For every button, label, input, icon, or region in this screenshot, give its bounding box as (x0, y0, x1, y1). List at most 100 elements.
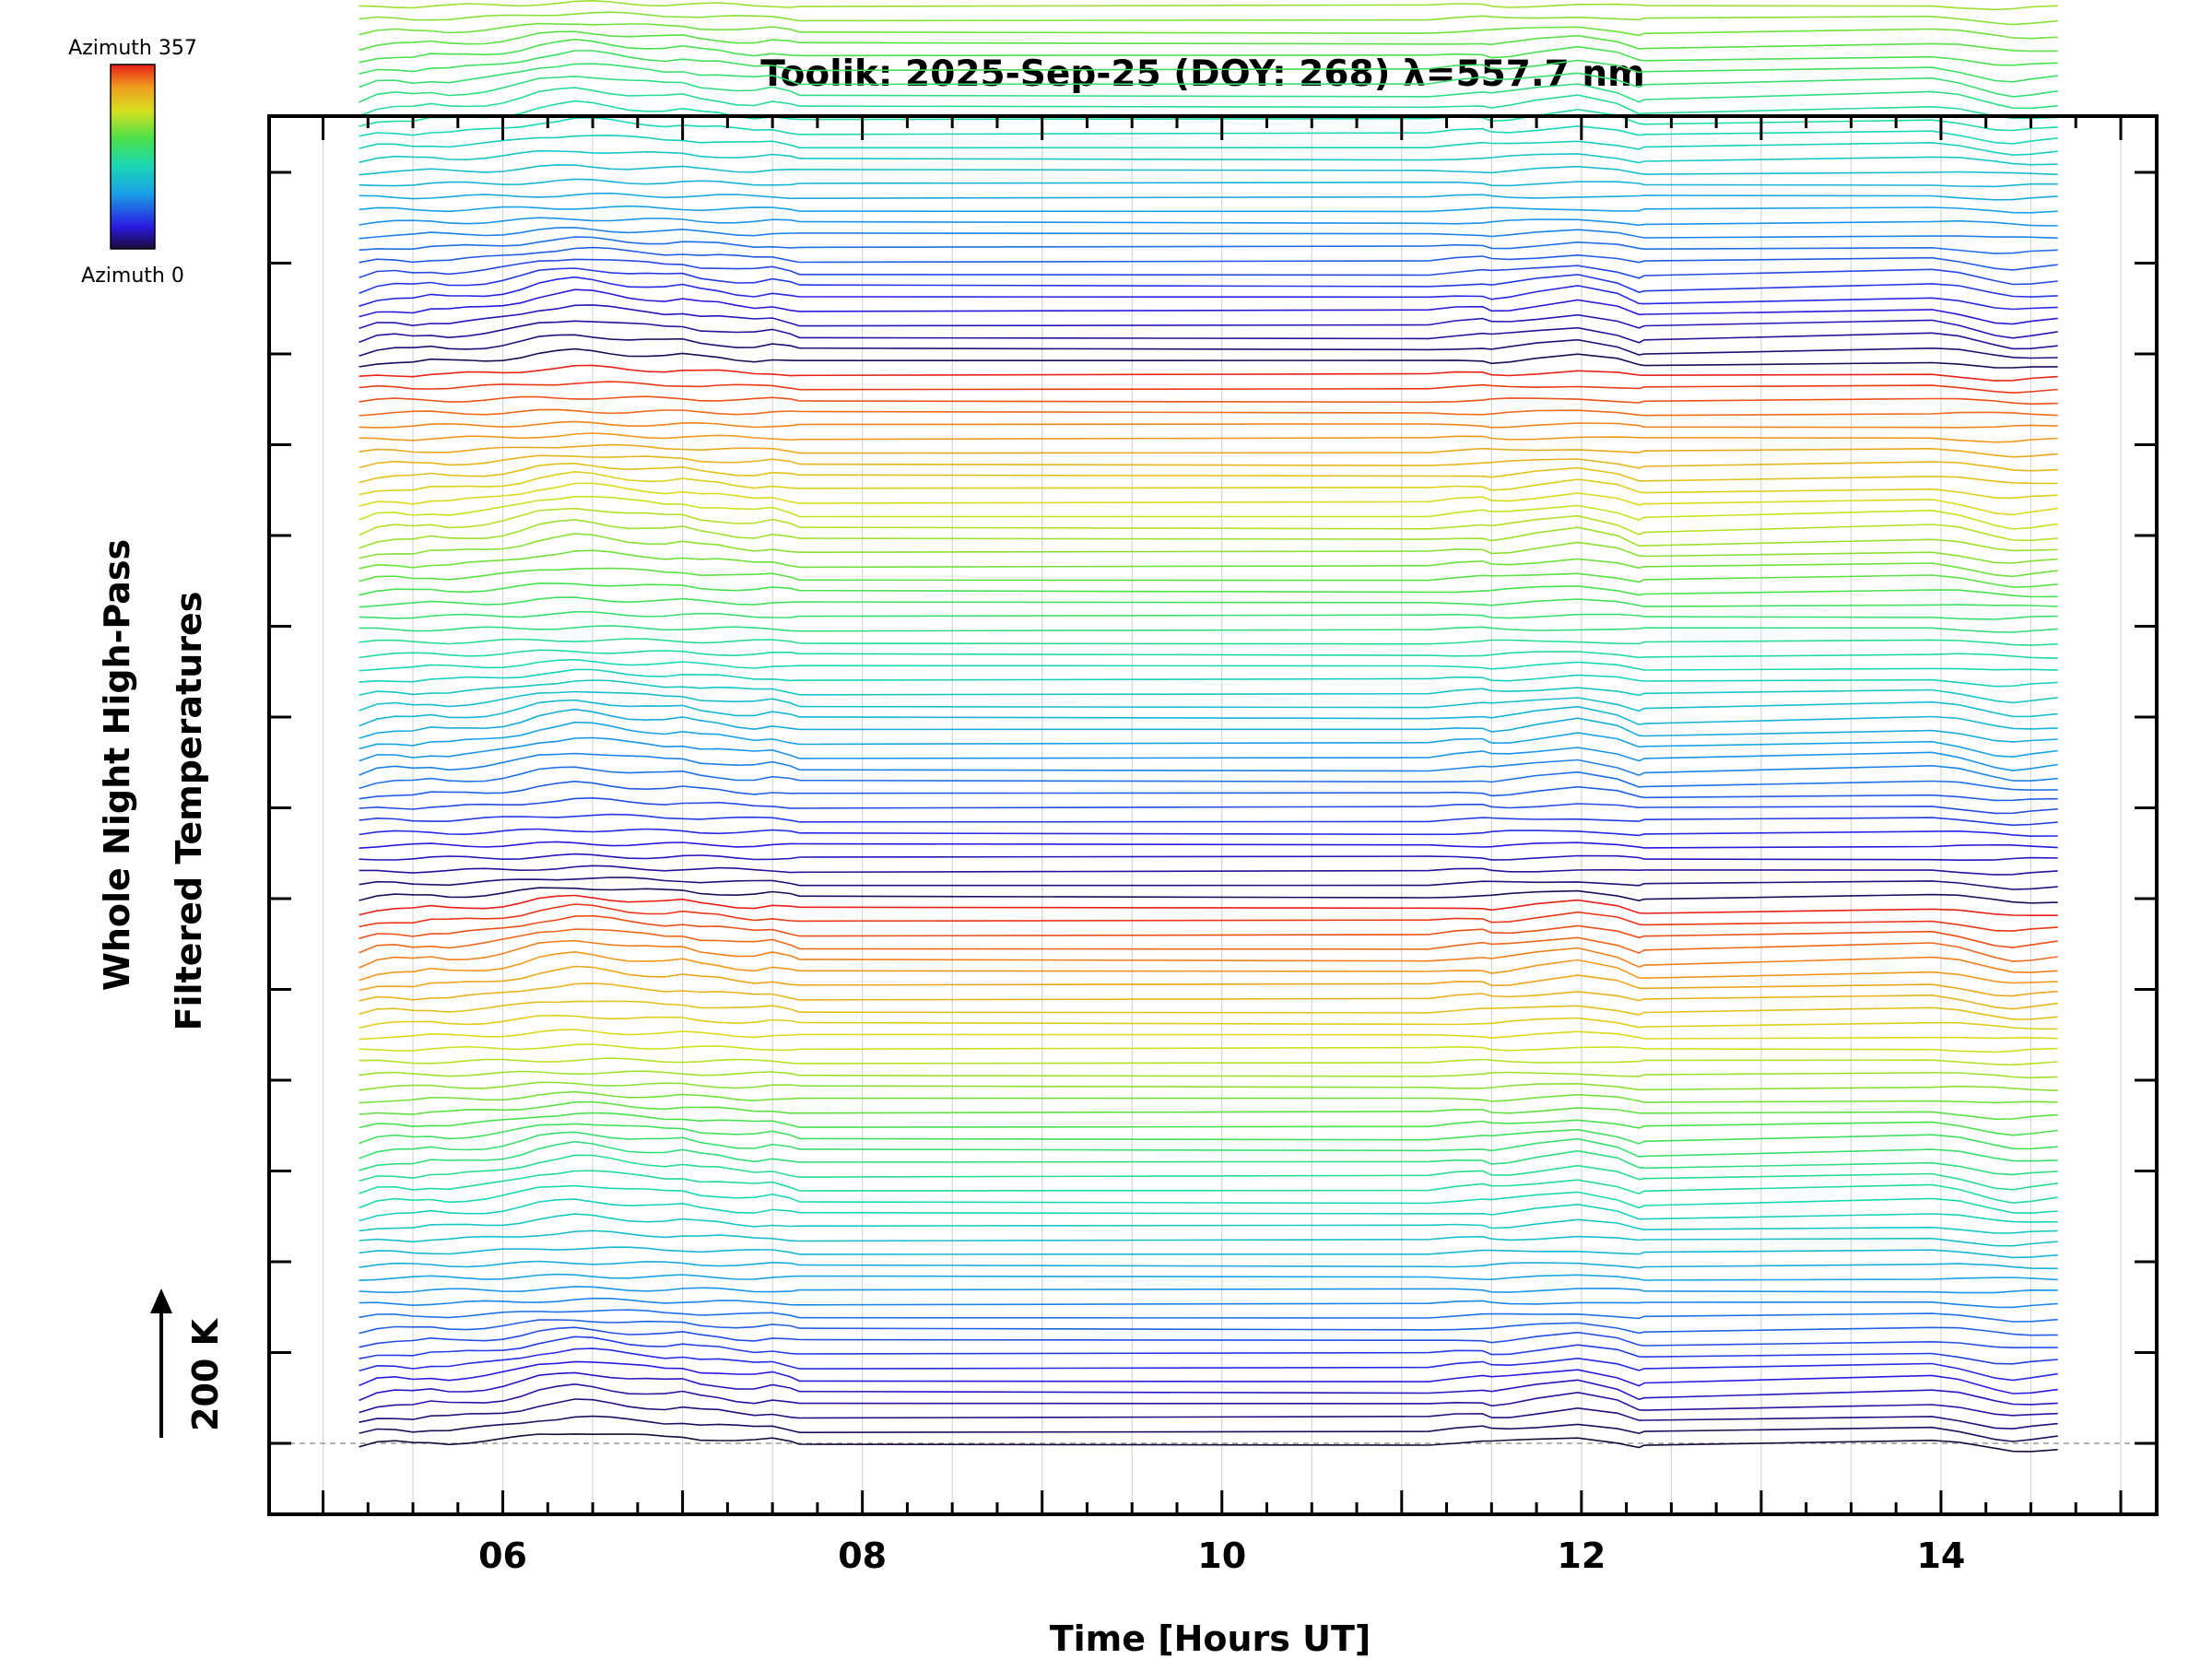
series-line-31 (359, 1043, 2058, 1053)
series-line-35 (359, 982, 2058, 1010)
series-line-67 (359, 582, 2058, 598)
series-line-57 (359, 699, 2058, 730)
x-axis-label: Time [Hours UT] (1050, 1618, 1371, 1659)
series-line-24 (359, 1123, 2058, 1150)
series-line-68 (359, 567, 2058, 588)
series-line-51 (359, 780, 2058, 802)
series-line-94 (359, 236, 2058, 254)
series-line-52 (359, 766, 2058, 792)
series-line-88 (359, 304, 2058, 339)
series-line-93 (359, 246, 2058, 271)
series-line-23 (359, 1131, 2058, 1162)
y-axis-label-line2: Filtered Temperatures (169, 592, 209, 1031)
x-tick-label: 06 (478, 1535, 527, 1576)
x-tick-labels: 06 08 10 12 14 (478, 1535, 1965, 1576)
series-line-17 (359, 1213, 2058, 1234)
series-line-99 (359, 178, 2058, 188)
series-line-95 (359, 227, 2058, 240)
series-line-61 (359, 658, 2058, 672)
series-line-75 (359, 470, 2058, 500)
series-line-3 (359, 1382, 2058, 1417)
x-tick-label: 14 (1916, 1535, 1965, 1576)
series-line-112 (359, 11, 2058, 26)
series-line-63 (359, 638, 2058, 646)
series-line-27 (359, 1090, 2058, 1104)
x-tick-label: 12 (1557, 1535, 1606, 1576)
series-line-73 (359, 495, 2058, 530)
series-line-40 (359, 914, 2058, 948)
series-line-46 (359, 853, 2058, 862)
series-line-59 (359, 679, 2058, 704)
series-line-110 (359, 30, 2058, 53)
series-line-33 (359, 1014, 2058, 1030)
series-line-1 (359, 1415, 2058, 1442)
series-line-70 (359, 533, 2058, 564)
series-line-111 (359, 22, 2058, 40)
series-line-90 (359, 276, 2058, 311)
series-line-53 (359, 752, 2058, 782)
series-line-83 (359, 381, 2058, 394)
series-line-15 (359, 1246, 2058, 1259)
scale-arrow (150, 1288, 172, 1438)
series-line-65 (359, 610, 2058, 620)
series-line-41 (359, 903, 2058, 932)
series-line-85 (359, 347, 2058, 369)
series-line-18 (359, 1198, 2058, 1223)
series-line-92 (359, 258, 2058, 286)
series-line-48 (359, 828, 2058, 838)
series-line-96 (359, 217, 2058, 227)
scale-label: 200 K (185, 1317, 226, 1431)
series-line-108 (359, 50, 2058, 83)
series-line-34 (359, 1000, 2058, 1020)
series-line-91 (359, 267, 2058, 298)
series-line-76 (359, 462, 2058, 485)
series-line-44 (359, 877, 2058, 890)
axes-frame (267, 114, 2159, 1516)
series-line-107 (359, 63, 2058, 98)
series-line-58 (359, 690, 2058, 718)
series-line-12 (359, 1286, 2058, 1294)
series-line-80 (359, 420, 2058, 429)
x-tick-label: 08 (838, 1535, 887, 1576)
series-line-89 (359, 288, 2058, 325)
colorbar (110, 64, 156, 250)
series-line-86 (359, 334, 2058, 359)
series-line-37 (359, 950, 2058, 984)
series-line-71 (359, 519, 2058, 552)
series-line-69 (359, 549, 2058, 578)
series-line-20 (359, 1170, 2058, 1205)
series-line-43 (359, 887, 2058, 904)
colorbar-top-label: Azimuth 357 (68, 37, 197, 60)
series-line-10 (359, 1309, 2058, 1323)
series-line-49 (359, 813, 2058, 827)
series-line-109 (359, 38, 2058, 66)
chart-title: Toolik: 2025-Sep-25 (DOY: 268) λ=557.7 n… (760, 53, 1645, 95)
series-line-28 (359, 1081, 2058, 1091)
series-line-19 (359, 1184, 2058, 1215)
series-line-42 (359, 894, 2058, 917)
series-line-84 (359, 364, 2058, 382)
series-line-77 (359, 454, 2058, 472)
x-tick-label: 10 (1197, 1535, 1246, 1576)
series-line-55 (359, 721, 2058, 759)
series-line-100 (359, 164, 2058, 176)
series-line-2 (359, 1398, 2058, 1430)
series-line-14 (359, 1260, 2058, 1270)
plot-frame (267, 114, 2159, 1516)
series-line-32 (359, 1029, 2058, 1041)
series-line-74 (359, 482, 2058, 516)
series-line-45 (359, 865, 2058, 876)
series-line-5 (359, 1360, 2058, 1394)
series-group (359, 0, 2058, 1453)
colorbar-bottom-label: Azimuth 0 (81, 265, 184, 288)
series-line-72 (359, 507, 2058, 542)
series-line-11 (359, 1297, 2058, 1309)
series-line-38 (359, 939, 2058, 973)
series-line-9 (359, 1319, 2058, 1336)
series-line-7 (359, 1335, 2058, 1365)
series-line-54 (359, 736, 2058, 771)
series-line-36 (359, 965, 2058, 997)
series-line-87 (359, 320, 2058, 350)
series-line-66 (359, 596, 2058, 608)
series-line-81 (359, 408, 2058, 417)
